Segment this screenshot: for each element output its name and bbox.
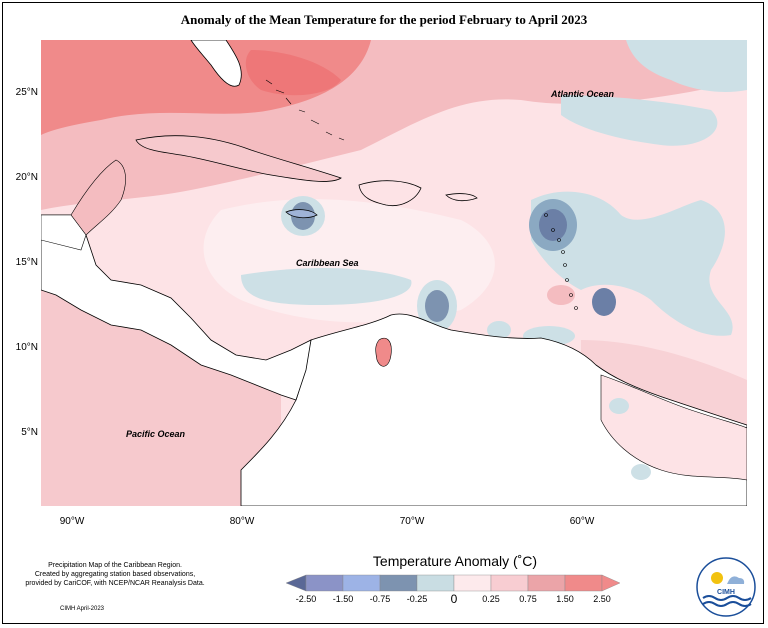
legend-title: Temperature Anomaly (˚C)	[372, 553, 538, 569]
bahamas-islands	[265, 79, 345, 141]
legend-tick: -0.25	[406, 594, 428, 604]
lesser-antilles-islands	[544, 213, 578, 310]
map-title: Anomaly of the Mean Temperature for the …	[180, 12, 588, 27]
cimh-logo-icon: CIMH	[696, 557, 756, 617]
legend-swatch	[342, 574, 381, 592]
central-america-land	[41, 214, 312, 401]
lat-tick: 25°N	[15, 87, 38, 98]
legend-tick: 0.25	[482, 594, 500, 604]
lon-tick: 60°W	[569, 516, 595, 527]
jamaica-land	[285, 209, 318, 219]
lon-tick: 80°W	[229, 516, 255, 527]
cool-guyana-spot	[609, 398, 629, 414]
mexico-land	[41, 214, 87, 251]
caribbean-sea-label: Caribbean Sea	[296, 258, 359, 268]
legend-swatch	[453, 574, 492, 592]
credit-line: Precipitation Map of the Caribbean Regio…	[48, 562, 182, 569]
legend-tick: -0.75	[369, 594, 391, 604]
legend-tick: -2.50	[295, 594, 317, 604]
map-canvas	[41, 40, 747, 506]
lat-tick: 5°N	[21, 427, 38, 438]
lon-tick: 90°W	[59, 516, 85, 527]
lat-tick: 10°N	[15, 342, 38, 353]
credit-date: CIMH April-2023	[60, 606, 105, 612]
cool-antilles-region	[531, 191, 733, 336]
credit-line: Created by aggregating station based obs…	[34, 571, 196, 578]
yucatan-land	[70, 159, 126, 236]
lon-tick: 70°W	[399, 516, 425, 527]
pacific-ocean-label: Pacific Ocean	[126, 429, 186, 439]
cool-atlantic-band	[561, 95, 718, 146]
lat-tick: 20°N	[15, 172, 38, 183]
logo-text: CIMH	[717, 589, 735, 596]
strong-warm-bahamas	[245, 50, 341, 96]
cool-aruba-core	[425, 290, 449, 322]
legend-tick: 2.50	[593, 594, 611, 604]
credit-line: provided by CariCOF, with NCEP/NCAR Rean…	[25, 580, 205, 587]
cuba-land	[135, 135, 342, 182]
anomaly-map	[41, 40, 747, 506]
cool-leeward-core	[539, 209, 567, 241]
legend-swatch	[286, 574, 307, 592]
puerto-rico-land	[445, 193, 478, 202]
hispaniola-land	[358, 180, 422, 207]
legend-tick: 0	[450, 592, 458, 606]
legend-colorbar	[286, 574, 620, 592]
cool-caribbean-band	[241, 268, 412, 305]
atlantic-ocean-label: Atlantic Ocean	[551, 89, 615, 99]
warm-antilles-spot	[547, 285, 575, 305]
legend-tick: 0.75	[519, 594, 537, 604]
cool-tobago-spot	[487, 321, 511, 339]
lat-tick: 15°N	[15, 257, 38, 268]
lake-maracaibo	[375, 337, 392, 367]
legend-swatch	[527, 574, 566, 592]
legend-swatch	[601, 574, 620, 592]
south-america-land	[240, 313, 747, 506]
cool-brazil-spot	[631, 464, 651, 480]
legend-tick: -1.50	[332, 594, 354, 604]
legend-tick: 1.50	[556, 594, 574, 604]
legend-swatch	[379, 574, 418, 592]
legend-swatch	[305, 574, 344, 592]
cool-barbados-core	[592, 288, 616, 316]
legend-swatch	[490, 574, 529, 592]
cool-atlantic-region	[626, 40, 747, 92]
legend-swatch	[564, 574, 603, 592]
florida-land	[190, 40, 242, 87]
credits-block: Precipitation Map of the Caribbean Regio…	[10, 561, 220, 588]
guianas-land	[600, 374, 747, 481]
legend-swatch	[416, 574, 455, 592]
